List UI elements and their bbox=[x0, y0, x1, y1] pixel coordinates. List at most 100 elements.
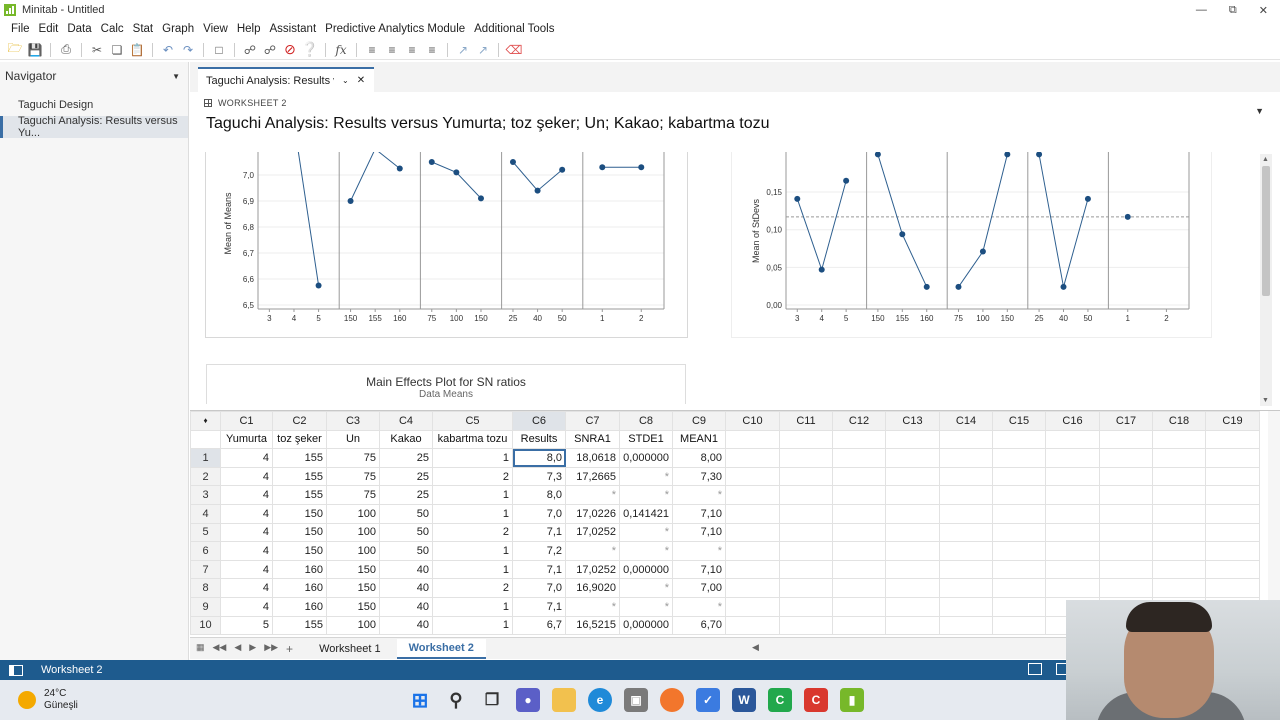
table-cell[interactable]: 6,7 bbox=[512, 615, 566, 636]
column-name-cell[interactable]: Results bbox=[512, 429, 566, 450]
table-cell[interactable] bbox=[885, 448, 940, 468]
table-cell[interactable] bbox=[939, 485, 993, 505]
table-cell[interactable] bbox=[1205, 485, 1260, 505]
red-app-icon[interactable]: C bbox=[804, 688, 828, 712]
table-cell[interactable]: 100 bbox=[326, 503, 380, 524]
table-cell[interactable] bbox=[779, 615, 833, 636]
insert-rows-icon[interactable]: ≡ bbox=[368, 42, 376, 57]
column-header-c15[interactable]: C15 bbox=[992, 411, 1046, 431]
column-name-cell[interactable] bbox=[779, 429, 833, 450]
nav-item-taguchi-design[interactable]: Taguchi Design bbox=[0, 94, 188, 116]
table-cell[interactable] bbox=[885, 615, 940, 636]
chevron-down-icon[interactable]: ▼ bbox=[172, 71, 180, 81]
table-cell[interactable] bbox=[1152, 541, 1206, 561]
sheet-tab-worksheet-2[interactable]: Worksheet 2 bbox=[396, 638, 486, 659]
table-cell[interactable] bbox=[1045, 503, 1100, 524]
menu-graph[interactable]: Graph bbox=[162, 23, 195, 35]
table-cell[interactable]: 7,3 bbox=[512, 466, 566, 487]
table-cell[interactable] bbox=[779, 503, 833, 524]
table-cell[interactable]: 7,1 bbox=[512, 559, 566, 580]
copy-icon[interactable]: ❏ bbox=[111, 42, 123, 57]
table-cell[interactable]: 16,9020 bbox=[565, 578, 620, 598]
scroll-up-icon[interactable]: ▲ bbox=[1262, 156, 1269, 163]
column-header-c14[interactable]: C14 bbox=[939, 411, 993, 431]
table-cell[interactable]: 25 bbox=[379, 485, 433, 505]
table-cell[interactable]: 4 bbox=[220, 466, 273, 487]
table-cell[interactable]: 155 bbox=[272, 466, 327, 487]
column-header-c11[interactable]: C11 bbox=[779, 411, 833, 431]
table-cell[interactable]: 7,30 bbox=[672, 466, 726, 487]
table-cell[interactable]: 2 bbox=[432, 578, 513, 598]
table-cell[interactable]: 50 bbox=[379, 503, 433, 524]
table-cell[interactable] bbox=[939, 578, 993, 598]
column-header-c2[interactable]: C2 bbox=[272, 411, 327, 431]
table-cell[interactable]: * bbox=[619, 522, 673, 543]
table-cell[interactable] bbox=[1099, 559, 1153, 580]
column-name-cell[interactable] bbox=[1045, 429, 1100, 450]
table-cell[interactable] bbox=[939, 596, 993, 617]
table-cell[interactable]: 150 bbox=[272, 541, 327, 561]
table-cell[interactable] bbox=[939, 522, 993, 543]
table-cell[interactable] bbox=[992, 578, 1046, 598]
table-cell[interactable] bbox=[992, 559, 1046, 580]
table-cell[interactable] bbox=[779, 578, 833, 598]
undo-icon[interactable]: ↶ bbox=[162, 42, 174, 57]
table-cell[interactable]: 7,1 bbox=[512, 522, 566, 543]
table-cell[interactable]: * bbox=[619, 466, 673, 487]
table-cell[interactable]: 100 bbox=[326, 522, 380, 543]
first-sheet-icon[interactable]: ◀◀ bbox=[212, 641, 227, 652]
open-folder-icon[interactable]: 🗁 bbox=[7, 41, 23, 55]
row-number[interactable]: 7 bbox=[190, 559, 221, 580]
table-cell[interactable]: 0,141421 bbox=[619, 503, 673, 524]
column-name-cell[interactable]: kabartma tozu bbox=[432, 429, 513, 450]
table-cell[interactable] bbox=[832, 615, 886, 636]
collapse-output-icon[interactable]: ▼ bbox=[1255, 106, 1264, 116]
table-cell[interactable] bbox=[885, 466, 940, 487]
table-cell[interactable]: 1 bbox=[432, 503, 513, 524]
table-cell[interactable]: 1 bbox=[432, 541, 513, 561]
table-cell[interactable]: 150 bbox=[326, 559, 380, 580]
table-cell[interactable] bbox=[992, 615, 1046, 636]
column-header-c12[interactable]: C12 bbox=[832, 411, 886, 431]
table-cell[interactable] bbox=[992, 485, 1046, 505]
table-cell[interactable]: * bbox=[672, 485, 726, 505]
table-cell[interactable] bbox=[779, 522, 833, 543]
scroll-down-icon[interactable]: ▼ bbox=[1262, 397, 1269, 404]
table-cell[interactable] bbox=[779, 466, 833, 487]
column-header-c3[interactable]: C3 bbox=[326, 411, 380, 431]
table-cell[interactable]: 100 bbox=[326, 615, 380, 636]
table-cell[interactable] bbox=[1045, 485, 1100, 505]
column-name-cell[interactable]: Kakao bbox=[379, 429, 433, 450]
table-cell[interactable] bbox=[725, 541, 780, 561]
table-cell[interactable]: * bbox=[619, 485, 673, 505]
redo-icon[interactable]: ↷ bbox=[182, 42, 194, 57]
table-cell[interactable] bbox=[725, 615, 780, 636]
column-header-c10[interactable]: C10 bbox=[725, 411, 780, 431]
column-name-cell[interactable] bbox=[1205, 429, 1260, 450]
table-cell[interactable] bbox=[939, 615, 993, 636]
table-cell[interactable]: 0,000000 bbox=[619, 615, 673, 636]
table-cell[interactable] bbox=[992, 522, 1046, 543]
table-cell[interactable]: 160 bbox=[272, 559, 327, 580]
table-cell[interactable]: 5 bbox=[220, 615, 273, 636]
find-icon[interactable]: ☍ bbox=[243, 42, 257, 57]
table-cell[interactable]: 2 bbox=[432, 466, 513, 487]
next-sheet-icon[interactable]: ▶ bbox=[249, 641, 257, 652]
table-cell[interactable]: * bbox=[565, 541, 620, 561]
row-number[interactable]: 9 bbox=[190, 596, 221, 617]
window-icon[interactable]: □ bbox=[215, 42, 223, 57]
word-icon[interactable]: W bbox=[732, 688, 756, 712]
eraser-icon[interactable]: ⌫ bbox=[505, 42, 523, 57]
row-number[interactable]: 6 bbox=[190, 541, 221, 561]
table-cell[interactable] bbox=[779, 559, 833, 580]
table-cell[interactable] bbox=[1205, 503, 1260, 524]
table-cell[interactable]: 160 bbox=[272, 578, 327, 598]
table-cell[interactable]: * bbox=[619, 541, 673, 561]
table-cell[interactable]: 150 bbox=[272, 503, 327, 524]
table-cell[interactable] bbox=[939, 466, 993, 487]
table-cell[interactable]: 8,0 bbox=[512, 485, 566, 505]
table-cell[interactable]: 40 bbox=[379, 559, 433, 580]
table-cell[interactable]: 7,1 bbox=[512, 596, 566, 617]
todo-icon[interactable]: ✓ bbox=[696, 688, 720, 712]
output-view-icon[interactable] bbox=[1028, 663, 1042, 675]
